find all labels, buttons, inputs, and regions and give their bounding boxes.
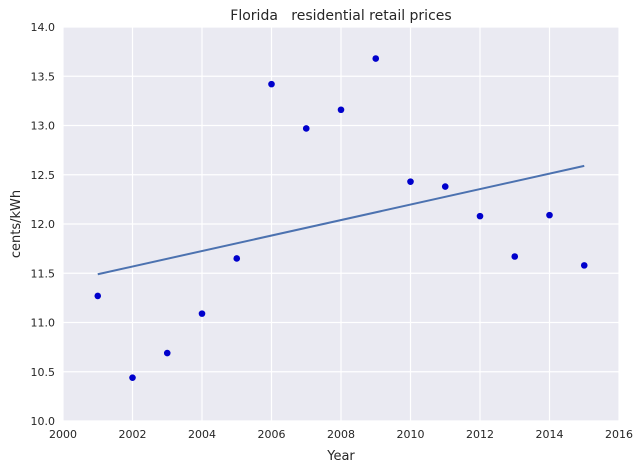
x-tick-labels: 2000 2002 2004 2006 2008 2010 2012 2014 2016 bbox=[49, 428, 633, 441]
data-point bbox=[337, 106, 345, 114]
x-tick-label: 2010 bbox=[397, 428, 425, 441]
data-point bbox=[476, 212, 484, 220]
y-tick-label: 13.0 bbox=[31, 120, 56, 133]
x-tick-label: 2014 bbox=[536, 428, 564, 441]
data-point bbox=[129, 374, 136, 381]
data-point bbox=[94, 292, 102, 300]
data-point bbox=[407, 178, 414, 185]
grid bbox=[62, 26, 620, 422]
y-tick-label: 10.0 bbox=[31, 415, 56, 428]
y-tick-labels: 10.0 10.5 11.0 11.5 12.0 12.5 13.0 13.5 14.0 bbox=[31, 21, 56, 428]
y-tick-label: 10.5 bbox=[31, 366, 56, 379]
x-tick-label: 2016 bbox=[605, 428, 633, 441]
y-tick-label: 11.0 bbox=[31, 317, 56, 330]
x-tick-label: 2004 bbox=[188, 428, 216, 441]
data-point bbox=[233, 255, 241, 262]
points-layer bbox=[94, 55, 588, 381]
data-point bbox=[511, 253, 519, 260]
x-tick-label: 2006 bbox=[258, 428, 286, 441]
x-tick-label: 2000 bbox=[49, 428, 77, 441]
trend-layer bbox=[97, 164, 585, 276]
data-point bbox=[302, 125, 310, 132]
y-tick-label: 12.0 bbox=[31, 218, 56, 231]
data-point bbox=[441, 183, 449, 190]
x-tick-label: 2008 bbox=[327, 428, 355, 441]
chart-title: Florida residential retail prices bbox=[230, 8, 451, 24]
y-tick-label: 14.0 bbox=[31, 21, 56, 34]
data-point bbox=[580, 262, 588, 269]
data-point bbox=[163, 349, 171, 357]
x-axis-label: Year bbox=[326, 449, 355, 464]
x-tick-label: 2002 bbox=[119, 428, 147, 441]
data-point bbox=[198, 310, 206, 317]
data-point bbox=[268, 80, 275, 88]
x-tick-label: 2012 bbox=[466, 428, 494, 441]
y-axis-label: cents/kWh bbox=[9, 190, 24, 258]
y-tick-label: 13.5 bbox=[31, 70, 56, 83]
data-point bbox=[372, 55, 380, 62]
y-tick-label: 11.5 bbox=[31, 267, 56, 280]
trend-line bbox=[97, 164, 585, 276]
y-tick-label: 12.5 bbox=[31, 169, 56, 182]
data-point bbox=[546, 211, 553, 219]
